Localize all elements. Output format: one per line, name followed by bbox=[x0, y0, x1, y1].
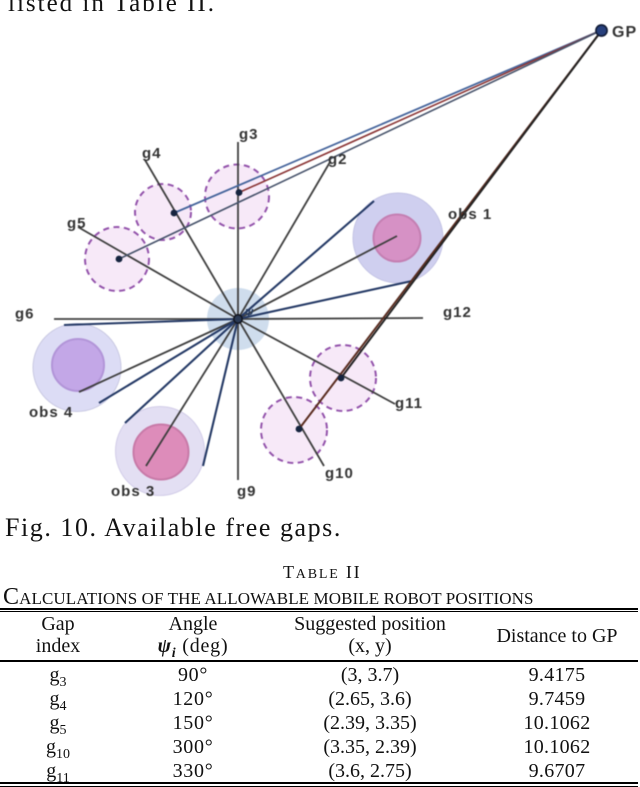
svg-text:g11: g11 bbox=[395, 395, 423, 412]
svg-text:ψ: ψ bbox=[245, 306, 254, 318]
svg-text:g4: g4 bbox=[142, 145, 162, 162]
svg-text:g9: g9 bbox=[237, 483, 257, 500]
svg-text:obs 4: obs 4 bbox=[29, 404, 73, 421]
svg-text:g3: g3 bbox=[239, 126, 259, 143]
svg-text:g5: g5 bbox=[67, 215, 87, 232]
svg-text:GP: GP bbox=[612, 24, 637, 41]
svg-text:g6: g6 bbox=[15, 306, 35, 323]
svg-text:g12: g12 bbox=[443, 304, 472, 321]
svg-text:obs 3: obs 3 bbox=[111, 483, 155, 500]
svg-text:g2: g2 bbox=[328, 151, 348, 168]
svg-text:g10: g10 bbox=[325, 465, 354, 482]
svg-text:obs 1: obs 1 bbox=[448, 206, 492, 223]
